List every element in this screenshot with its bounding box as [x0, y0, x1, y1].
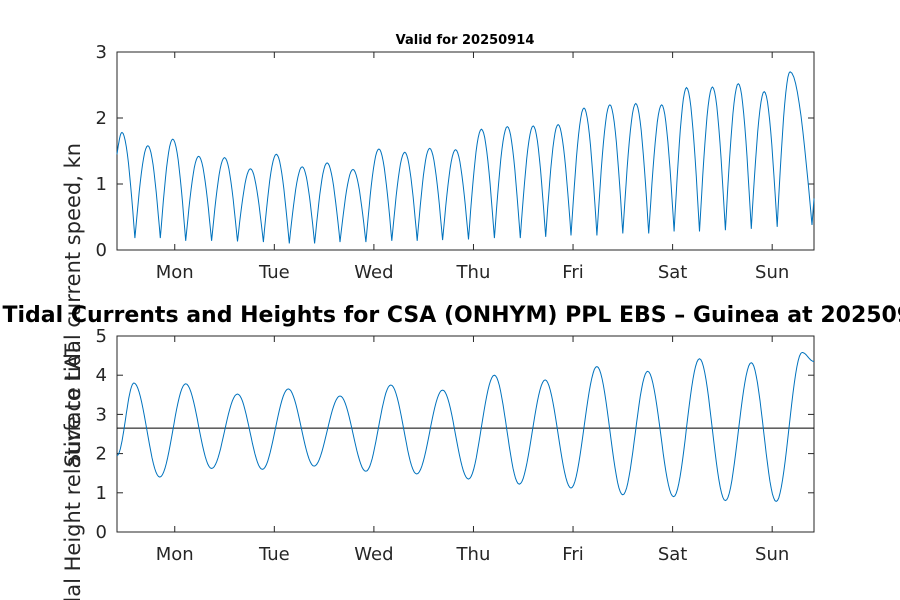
current-speed-plot-area [116, 51, 815, 251]
current-speed-ytick-label: 2 [96, 108, 107, 129]
current-speed-xtick-label: Tue [258, 262, 290, 283]
current-speed-xtick-label: Sun [755, 262, 789, 283]
current-speed-xtick-label: Fri [562, 262, 583, 283]
tidal-height-axes: Tidal Currents and Heights for CSA (ONHY… [3, 303, 900, 600]
tidal-height-title: Tidal Currents and Heights for CSA (ONHY… [3, 303, 900, 328]
current-speed-axes: Valid for 20250914 Surface tidal current… [61, 33, 815, 467]
tidal-height-xtick-label: Fri [562, 544, 583, 565]
current-speed-xtick-label: Mon [156, 262, 194, 283]
tidal-height-series [116, 352, 815, 502]
tidal-height-ytick-label: 5 [96, 326, 107, 347]
current-speed-ytick-label: 1 [96, 174, 107, 195]
tidal-height-xtick-label: Thu [456, 544, 491, 565]
current-speed-series [116, 71, 815, 244]
current-speed-xtick-label: Sat [658, 262, 688, 283]
tidal-height-xtick-label: Tue [258, 544, 290, 565]
current-speed-ylabel: Surface tidal current speed, kn [61, 143, 85, 467]
tidal-height-xtick-label: Sun [755, 544, 789, 565]
current-speed-line [116, 71, 815, 244]
current-speed-title: Valid for 20250914 [396, 33, 535, 48]
tidal-height-xtick-label: Wed [354, 544, 393, 565]
current-speed-xtick-label: Wed [354, 262, 393, 283]
current-speed-ytick-label: 0 [96, 240, 107, 261]
current-speed-ytick-label: 3 [96, 42, 107, 63]
tidal-height-ytick-label: 1 [96, 483, 107, 504]
tidal-height-plot-area [116, 335, 815, 533]
tidal-height-ytick-label: 3 [96, 404, 107, 425]
current-speed-yticks: 0 1 2 3 [96, 42, 814, 261]
tidal-height-xticks: Mon Tue Wed Thu Fri Sat Sun [156, 336, 789, 565]
tidal-height-ylabel: Tidal Height relative to LAT [61, 344, 85, 600]
tidal-height-xtick-label: Mon [156, 544, 194, 565]
current-speed-xtick-label: Thu [456, 262, 491, 283]
current-speed-xticks: Mon Tue Wed Thu Fri Sat Sun [156, 52, 789, 283]
tidal-height-ytick-label: 0 [96, 522, 107, 543]
tidal-height-line [116, 352, 815, 502]
tidal-height-ytick-label: 4 [96, 365, 107, 386]
tidal-height-xtick-label: Sat [658, 544, 688, 565]
tidal-height-ytick-label: 2 [96, 444, 107, 465]
tidal-height-yticks: 0 1 2 3 4 5 [96, 326, 814, 543]
